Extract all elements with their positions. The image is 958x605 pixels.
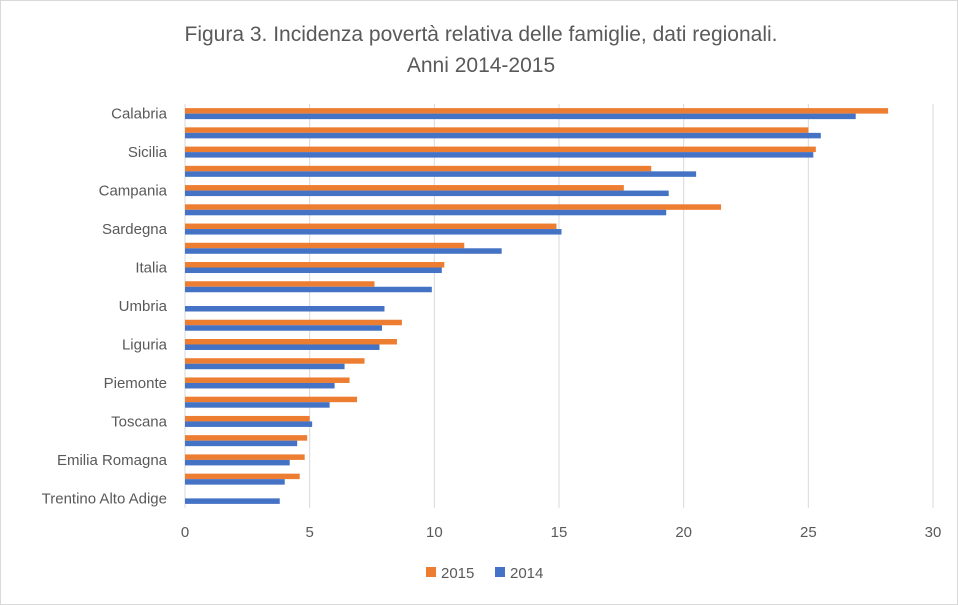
bar-2014 bbox=[185, 363, 345, 370]
legend-swatch-2014 bbox=[495, 567, 505, 577]
bar-2014 bbox=[185, 190, 669, 197]
x-tick-label: 25 bbox=[800, 524, 817, 541]
x-tick-label: 30 bbox=[925, 524, 942, 541]
x-axis-ticks: 0 5 10 15 20 25 30 bbox=[181, 524, 942, 541]
bar-2015 bbox=[185, 358, 365, 364]
bar-2014 bbox=[185, 440, 298, 447]
bar-2014 bbox=[185, 402, 330, 408]
x-tick-label: 10 bbox=[426, 524, 443, 541]
x-tick-label: 20 bbox=[675, 524, 692, 541]
bar-2014 bbox=[185, 459, 290, 466]
category-label: Piemonte bbox=[104, 375, 167, 392]
bar-2015 bbox=[185, 338, 397, 345]
bar-2014 bbox=[185, 382, 335, 389]
category-label: Sicilia bbox=[128, 144, 168, 161]
category-label: Toscana bbox=[111, 413, 168, 430]
bar-2014 bbox=[185, 498, 280, 504]
legend-label-2014: 2014 bbox=[510, 565, 543, 582]
bar-2014 bbox=[185, 229, 562, 235]
category-label: Calabria bbox=[111, 106, 168, 123]
bar-2015 bbox=[185, 146, 816, 153]
bar-2014 bbox=[185, 152, 814, 158]
category-label: Trentino Alto Adige bbox=[42, 490, 167, 507]
bar-2014 bbox=[185, 479, 285, 485]
x-tick-label: 0 bbox=[181, 524, 189, 541]
bar-2014 bbox=[185, 286, 432, 293]
bar-2014 bbox=[185, 171, 697, 177]
bar-2015 bbox=[185, 454, 305, 460]
bar-2015 bbox=[185, 242, 465, 249]
bar-2015 bbox=[185, 127, 809, 133]
legend-label-2015: 2015 bbox=[441, 565, 474, 582]
legend: 2015 2014 bbox=[426, 565, 543, 582]
bar-2014 bbox=[185, 306, 385, 312]
bar-2015 bbox=[185, 415, 310, 422]
category-label: Italia bbox=[135, 260, 167, 277]
chart-title-line-1: Figura 3. Incidenza povertà relativa del… bbox=[185, 23, 778, 46]
bar-2015 bbox=[185, 281, 375, 287]
x-tick-label: 15 bbox=[551, 524, 568, 541]
legend-swatch-2015 bbox=[426, 567, 436, 577]
bar-2015 bbox=[185, 108, 889, 114]
bar-2015 bbox=[185, 435, 308, 441]
category-labels: Calabria Sicilia Campania Sardegna Italia Umb… bbox=[42, 106, 168, 508]
bar-2014 bbox=[185, 209, 667, 216]
chart-title-line-2: Anni 2014-2015 bbox=[407, 54, 555, 77]
bar-2015 bbox=[185, 319, 402, 326]
bar-2014 bbox=[185, 113, 856, 120]
bar-2015 bbox=[185, 473, 300, 480]
bar-2015 bbox=[185, 165, 652, 172]
bar-2015 bbox=[185, 185, 624, 191]
bar-2015 bbox=[185, 396, 358, 403]
category-label: Liguria bbox=[122, 336, 168, 353]
bar-2015 bbox=[185, 262, 445, 268]
bar-2014 bbox=[185, 248, 502, 254]
category-label: Campania bbox=[99, 183, 168, 200]
bar-2014 bbox=[185, 344, 380, 350]
x-tick-label: 5 bbox=[305, 524, 313, 541]
category-label: Umbria bbox=[119, 298, 168, 315]
bar-2015 bbox=[185, 223, 557, 230]
bar-2014 bbox=[185, 132, 821, 139]
bar-2014 bbox=[185, 267, 442, 274]
bar-2015 bbox=[185, 204, 722, 210]
category-label: Sardegna bbox=[102, 221, 168, 238]
category-label: Emilia Romagna bbox=[57, 452, 168, 469]
bar-2015 bbox=[185, 377, 350, 383]
bar-2014 bbox=[185, 421, 313, 427]
bars bbox=[185, 108, 889, 504]
bar-2014 bbox=[185, 325, 382, 331]
